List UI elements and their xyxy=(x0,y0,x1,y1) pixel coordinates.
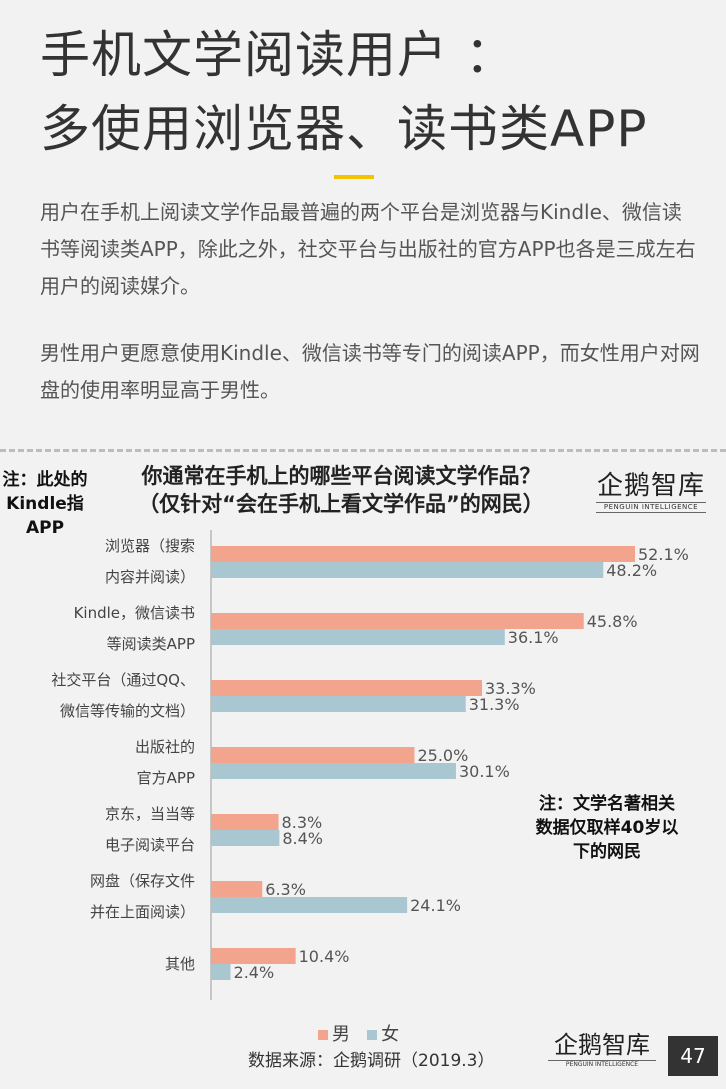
category-label: 出版社的 xyxy=(135,738,195,756)
data-label: 52.1% xyxy=(638,545,689,564)
chart-title: 你通常在手机上的哪些平台阅读文学作品？ xyxy=(141,464,541,488)
bar-male xyxy=(211,881,263,897)
bar-female xyxy=(211,897,408,913)
data-source: 数据来源：企鹅调研（2019.3） xyxy=(248,1051,495,1071)
brand-footer-name-en: PENGUIN INTELLIGENCE xyxy=(548,1060,656,1069)
section-divider xyxy=(0,449,726,452)
category-label: 京东，当当等 xyxy=(105,805,195,823)
data-label: 2.4% xyxy=(234,963,275,982)
bar-male xyxy=(211,814,279,830)
category-label: 浏览器（搜索 xyxy=(105,537,195,555)
data-label: 48.2% xyxy=(606,561,657,580)
bar-male xyxy=(211,747,415,763)
note-left: 注：此处的Kindle指APP xyxy=(2,470,88,538)
bar-female xyxy=(211,696,466,712)
category-label: Kindle，微信读书 xyxy=(74,604,195,622)
paragraph-1: 用户在手机上阅读文学作品最普遍的两个平台是浏览器与Kindle、微信读书等阅读类… xyxy=(40,200,696,298)
bar-female xyxy=(211,763,456,779)
page-title-line-1: 手机文学阅读用户 ： xyxy=(40,26,516,84)
data-label: 45.8% xyxy=(587,612,638,631)
data-label: 8.4% xyxy=(282,829,323,848)
bar-female xyxy=(211,964,231,980)
legend-label-male: 男 xyxy=(332,1024,350,1045)
data-label: 30.1% xyxy=(459,762,510,781)
bar-male xyxy=(211,948,296,964)
page-title: 手机文学阅读用户 ： 多使用浏览器、读书类APP xyxy=(40,18,720,166)
data-label: 33.3% xyxy=(485,679,536,698)
chart-subtitle: （仅针对“会在手机上看文学作品”的网民） xyxy=(138,492,544,516)
chart-title-block: 你通常在手机上的哪些平台阅读文学作品？ （仅针对“会在手机上看文学作品”的网民） xyxy=(96,462,586,518)
bar-female xyxy=(211,629,505,645)
body-text: 用户在手机上阅读文学作品最普遍的两个平台是浏览器与Kindle、微信读书等阅读类… xyxy=(40,194,700,439)
category-label: 微信等传输的文档） xyxy=(60,702,195,720)
legend-label-female: 女 xyxy=(381,1024,400,1045)
bar-male xyxy=(211,546,635,562)
chart-legend: 男 女 xyxy=(318,1020,399,1046)
data-label: 6.3% xyxy=(265,880,306,899)
brand-logo-footer: 企鹅智库 PENGUIN INTELLIGENCE xyxy=(548,1030,656,1069)
data-label: 36.1% xyxy=(508,628,559,647)
title-accent-bar xyxy=(334,175,374,179)
data-label: 31.3% xyxy=(469,695,520,714)
legend-swatch-male xyxy=(318,1030,328,1040)
brand-name-cn: 企鹅智库 xyxy=(596,471,705,501)
bar-female xyxy=(211,562,604,578)
category-label: 社交平台（通过QQ、 xyxy=(51,671,195,689)
data-label: 24.1% xyxy=(410,896,461,915)
legend-swatch-female xyxy=(367,1030,378,1040)
data-label: 10.4% xyxy=(299,947,350,966)
category-label: 等阅读类APP xyxy=(107,635,195,653)
data-label: 8.3% xyxy=(282,813,323,832)
bar-male xyxy=(211,613,584,629)
bar-male xyxy=(211,680,483,696)
page-number: 47 xyxy=(668,1036,718,1076)
bar-female xyxy=(211,830,280,846)
brand-logo: 企鹅智库 PENGUIN INTELLIGENCE xyxy=(596,470,706,513)
note-right: 注：文学名著相关数据仅取样40岁以下的网民 xyxy=(535,794,679,862)
category-label: 电子阅读平台 xyxy=(105,836,195,854)
brand-footer-name-cn: 企鹅智库 xyxy=(554,1031,650,1059)
category-label: 并在上面阅读） xyxy=(90,903,195,921)
paragraph-2: 男性用户更愿意使用Kindle、微信读书等专门的阅读APP，而女性用户对网盘的使… xyxy=(40,341,700,402)
brand-name-en: PENGUIN INTELLIGENCE xyxy=(596,502,706,513)
data-label: 25.0% xyxy=(417,746,468,765)
category-label: 其他 xyxy=(165,955,195,973)
category-label: 网盘（保存文件 xyxy=(90,872,195,890)
category-label: 官方APP xyxy=(137,769,195,787)
page-title-line-2: 多使用浏览器、读书类APP xyxy=(40,100,648,158)
category-label: 内容并阅读） xyxy=(105,568,195,586)
